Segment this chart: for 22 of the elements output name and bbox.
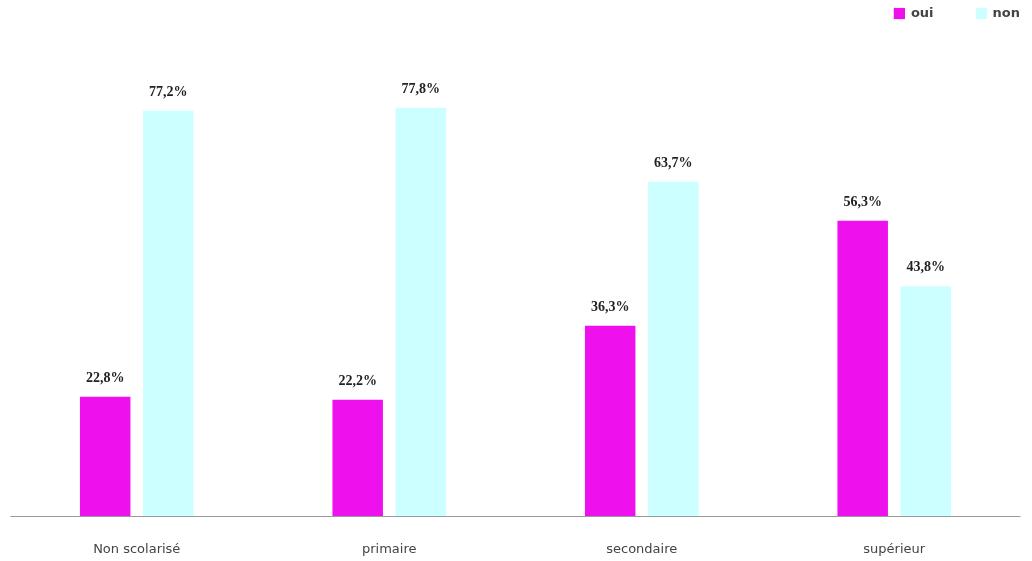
- data-label: 77,8%: [401, 80, 441, 96]
- data-label: 56,3%: [843, 193, 882, 209]
- x-tick-label: Non scolarisé: [93, 540, 181, 556]
- bar: [900, 286, 952, 517]
- legend-label: non: [992, 5, 1020, 20]
- x-tick-label: primaire: [362, 540, 417, 556]
- x-tick-label: secondaire: [606, 540, 678, 556]
- data-label: 22,8%: [85, 369, 125, 385]
- data-label: 63,7%: [654, 154, 693, 170]
- data-label: 36,3%: [590, 298, 630, 314]
- data-label: 43,8%: [906, 259, 946, 275]
- bar: [837, 220, 888, 517]
- bar: [79, 396, 131, 517]
- bar: [584, 325, 636, 517]
- bar: [648, 181, 699, 517]
- bar: [143, 110, 194, 517]
- data-label: 22,2%: [338, 372, 377, 388]
- bar: [332, 399, 383, 517]
- x-tick-label: supérieur: [863, 540, 926, 556]
- data-label: 77,2%: [149, 83, 188, 99]
- legend-label: oui: [910, 5, 934, 20]
- bar: [395, 107, 447, 517]
